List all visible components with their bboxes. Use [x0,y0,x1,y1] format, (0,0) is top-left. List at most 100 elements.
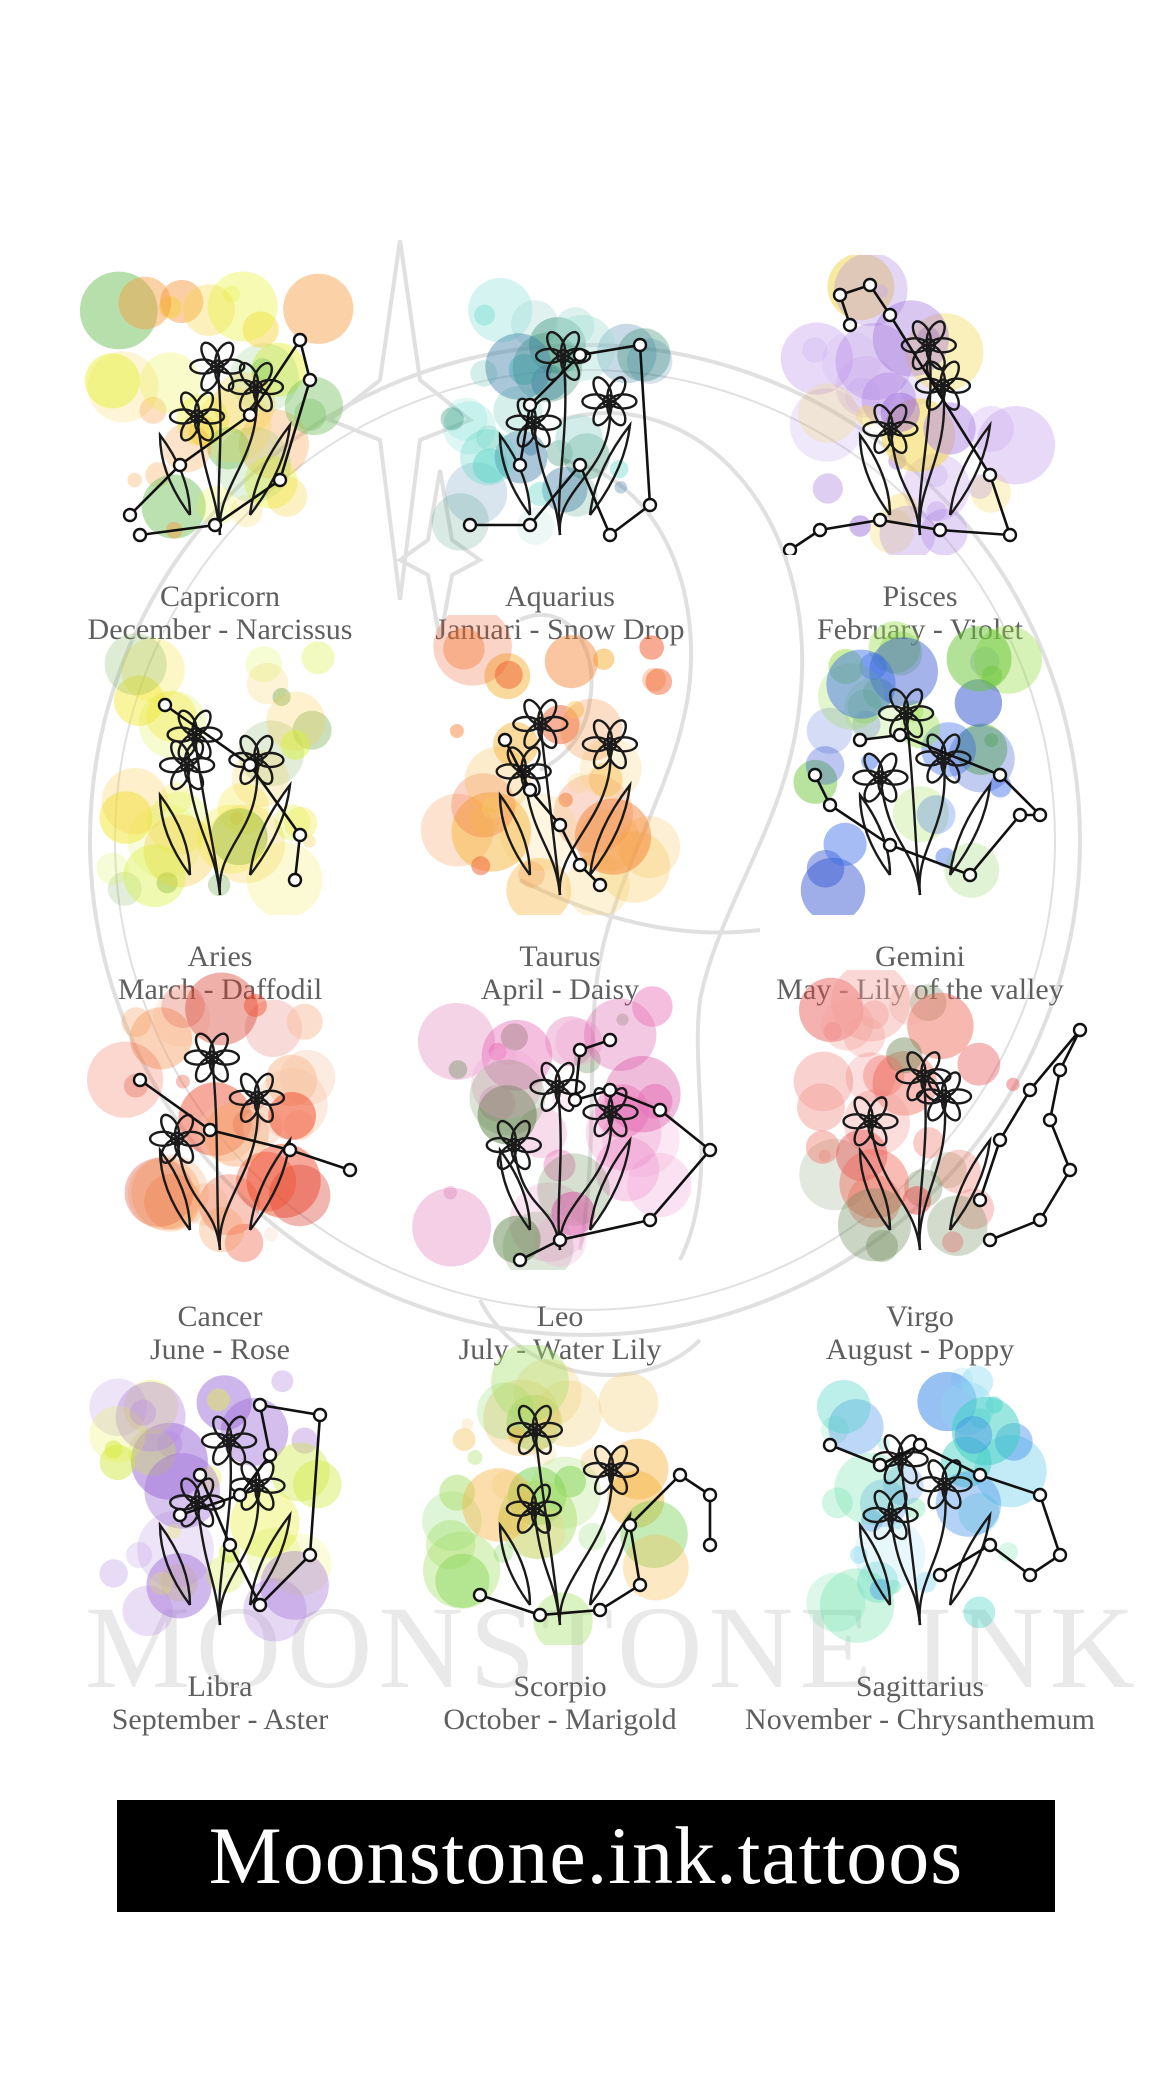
star-node-icon [292,827,308,843]
rose-flower-icon [148,1032,292,1251]
star-node-icon [822,797,838,813]
star-node-icon [242,407,258,423]
star-node-icon [207,517,223,533]
zodiac-card-aries: Aries March - Daffodil [40,615,400,1006]
snowdrop-flower-icon [498,330,638,536]
violet-constellation-icon [780,255,1056,555]
instagram-handle-banner: Moonstone.ink.tattoos [117,1800,1055,1912]
star-node-icon [892,727,908,743]
star-node-icon [1042,1112,1058,1128]
constellation-lines [462,337,658,543]
star-node-icon [782,542,798,555]
star-node-icon [252,1597,268,1613]
star-node-icon [602,1032,618,1048]
zodiac-card-leo: Leo July - Water Lily [380,970,740,1366]
watercolor-splash [431,278,673,551]
zodiac-card-pisces: Pisces February - Violet [740,255,1100,646]
star-node-icon [132,527,148,543]
zodiac-sign-name: Aries [187,940,253,973]
star-node-icon [702,1537,718,1553]
star-node-icon [807,767,823,783]
daffodil-constellation-icon [96,633,335,915]
zodiac-label: Sagittarius November - Chrysanthemum [700,1670,1140,1736]
star-node-icon [592,1602,608,1618]
star-node-icon [1062,1162,1078,1178]
star-node-icon [672,1467,688,1483]
star-node-icon [872,1457,888,1473]
watercolor-splash [87,972,336,1263]
star-node-icon [822,1437,838,1453]
water-lily-constellation-icon [412,986,718,1270]
star-node-icon [287,872,303,888]
zodiac-card-sagittarius: Sagittarius November - Chrysanthemum [740,1345,1100,1736]
star-node-icon [572,857,588,873]
constellation-lines [972,1022,1088,1248]
star-node-icon [222,1537,238,1553]
star-node-icon [702,1142,718,1158]
star-node-icon [282,1142,298,1158]
star-node-icon [242,757,258,773]
star-node-icon [302,372,318,388]
watercolor-splash [420,615,681,915]
zodiac-label: Virgo August - Poppy [700,1300,1140,1366]
chrysanthemum-flower-icon [858,1434,992,1626]
star-node-icon [1032,807,1048,823]
star-node-icon [292,332,308,348]
birth-month-flower: April - Daisy [480,973,640,1006]
zodiac-label: Taurus April - Daisy [340,940,780,1006]
snowdrop-constellation-icon [431,278,673,551]
star-node-icon [522,397,538,413]
star-node-icon [122,507,138,523]
constellation-lines [172,1397,328,1613]
zodiac-sign-name: Sagittarius [855,1670,985,1703]
star-node-icon [512,1252,528,1268]
zodiac-card-scorpio: Scorpio October - Marigold [380,1345,740,1736]
star-node-icon [992,767,1008,783]
birth-month-flower: September - Aster [111,1703,329,1736]
birth-month-flower: December - Narcissus [87,613,353,646]
birth-month-flower: July - Water Lily [458,1333,662,1366]
star-node-icon [1002,527,1018,543]
watercolor-splash [422,1345,689,1645]
star-node-icon [602,1082,618,1098]
daisy-flower-icon [495,698,639,896]
watercolor-splash [89,1370,342,1642]
star-node-icon [202,1122,218,1138]
star-node-icon [642,1212,658,1228]
star-node-icon [232,1487,248,1503]
star-node-icon [882,307,898,323]
star-node-icon [252,1397,268,1413]
zodiac-label: Capricorn December - Narcissus [0,580,440,646]
watercolor-splash [793,621,1042,915]
star-node-icon [982,467,998,483]
zodiac-sign-name: Capricorn [160,580,280,613]
star-node-icon [522,782,538,798]
star-node-icon [272,472,288,488]
star-node-icon [132,1072,148,1088]
zodiac-card-aquarius: Aquarius Januari - Snow Drop [380,255,740,646]
star-node-icon [972,1192,988,1208]
watercolor-splash [79,271,354,539]
zodiac-label: Gemini May - Lily of the valley [700,940,1140,1006]
birth-month-flower: May - Lily of the valley [776,973,1064,1006]
star-node-icon [567,1092,583,1108]
star-node-icon [632,1577,648,1593]
star-node-icon [157,697,173,713]
star-node-icon [552,1232,568,1248]
star-node-icon [172,1507,188,1523]
zodiac-sign-name: Taurus [519,940,601,973]
narcissus-constellation-icon [79,271,354,543]
watercolor-splash [780,255,1056,555]
star-node-icon [632,337,648,353]
star-node-icon [262,1447,278,1463]
violet-flower-icon [858,320,992,536]
star-node-icon [812,522,828,538]
watercolor-splash [793,970,1020,1262]
star-node-icon [302,1547,318,1563]
zodiac-label: Leo July - Water Lily [340,1300,780,1366]
constellation-lines [122,332,318,543]
chrysanthemum-constellation-icon [806,1365,1068,1643]
zodiac-sign-name: Cancer [177,1300,263,1333]
